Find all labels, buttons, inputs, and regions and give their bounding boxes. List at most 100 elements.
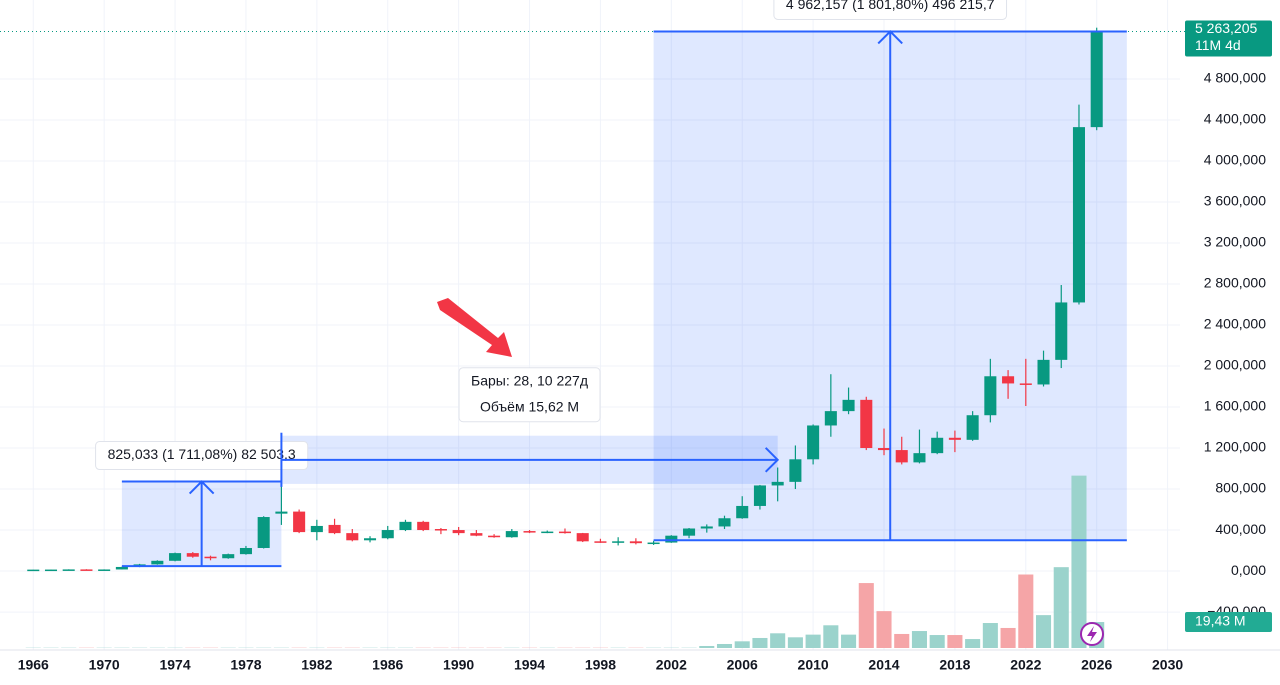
pointer-arrow bbox=[437, 298, 512, 357]
candle-body bbox=[665, 535, 678, 543]
candle-body bbox=[612, 541, 625, 543]
candle-body bbox=[62, 569, 75, 571]
candle-body bbox=[80, 569, 93, 571]
x-tick-label: 1982 bbox=[301, 657, 332, 673]
candle-body bbox=[558, 531, 572, 534]
candle-body bbox=[363, 538, 377, 541]
candle-body bbox=[27, 569, 40, 572]
candle-body bbox=[576, 533, 589, 542]
y-tick-label: 400,000 bbox=[1215, 521, 1266, 537]
candle-body bbox=[169, 553, 182, 561]
candle-body bbox=[328, 524, 341, 534]
candle-body bbox=[204, 556, 217, 559]
candle-body bbox=[789, 459, 802, 482]
volume-bar bbox=[699, 645, 715, 648]
candle-body bbox=[1055, 302, 1068, 360]
candle-body bbox=[239, 547, 252, 555]
volume-bar bbox=[876, 611, 892, 648]
candle-body bbox=[505, 531, 518, 538]
measure-arrow-head bbox=[188, 480, 215, 495]
y-tick-label: 4 800,000 bbox=[1204, 70, 1266, 86]
last-volume-label: 19,43 M bbox=[1195, 613, 1246, 629]
x-tick-label: 2010 bbox=[798, 657, 829, 673]
measure-label: 4 962,157 (1 801,80%) 496 215,7 bbox=[773, 0, 1008, 20]
candle-body bbox=[860, 399, 873, 449]
candle-body bbox=[736, 505, 749, 519]
candle-body bbox=[417, 521, 430, 531]
candle-body bbox=[488, 535, 501, 538]
candle-body bbox=[1037, 359, 1050, 385]
x-tick-label: 2002 bbox=[656, 657, 687, 673]
candle-body bbox=[913, 453, 926, 463]
candle-body bbox=[470, 533, 483, 536]
candle-body bbox=[434, 529, 447, 531]
label-text: Бары: 28, 10 227д bbox=[471, 372, 588, 388]
candle-body bbox=[399, 521, 412, 531]
y-tick-label: 4 000,000 bbox=[1204, 152, 1266, 168]
candle-body bbox=[293, 511, 306, 533]
label-text: 4 962,157 (1 801,80%) 496 215,7 bbox=[786, 0, 995, 12]
candle-body bbox=[151, 560, 164, 565]
candle-body bbox=[771, 481, 784, 486]
volume-bar bbox=[1053, 567, 1069, 648]
y-tick-label: 3 600,000 bbox=[1204, 193, 1266, 209]
last-price-label: 5 263,205 bbox=[1195, 20, 1257, 36]
y-tick-label: 2 800,000 bbox=[1204, 275, 1266, 291]
candle-body bbox=[523, 531, 536, 533]
y-tick-label: 3 200,000 bbox=[1204, 234, 1266, 250]
volume-bar bbox=[911, 631, 927, 648]
candle-body bbox=[877, 448, 891, 451]
volume-bar bbox=[823, 625, 839, 648]
x-tick-label: 2014 bbox=[868, 657, 899, 673]
candle-body bbox=[948, 437, 961, 440]
volume-bar bbox=[841, 634, 857, 648]
last-volume-badge bbox=[1185, 612, 1272, 633]
volume-bar bbox=[982, 623, 998, 648]
candle-body bbox=[718, 518, 731, 527]
volume-bar bbox=[734, 641, 750, 648]
last-price-badge bbox=[1185, 20, 1272, 57]
volume-bar bbox=[894, 633, 910, 648]
candle-body bbox=[275, 511, 288, 514]
candle-body bbox=[257, 517, 270, 548]
measure-label: Бары: 28, 10 227д Объём 15,62 M bbox=[458, 367, 601, 423]
volume-bar bbox=[1035, 615, 1052, 648]
volume-bar bbox=[929, 635, 945, 648]
x-tick-label: 2022 bbox=[1010, 657, 1041, 673]
label-background bbox=[773, 0, 1008, 20]
candle-body bbox=[807, 425, 820, 460]
candle-body bbox=[1090, 31, 1103, 128]
icon-bolt[interactable] bbox=[1087, 626, 1097, 642]
y-tick-label: 800,000 bbox=[1215, 480, 1266, 496]
volume-bar bbox=[1018, 574, 1034, 648]
candle-body bbox=[44, 569, 58, 572]
volume-bar bbox=[752, 637, 768, 648]
label-background bbox=[458, 367, 601, 423]
candle-body bbox=[753, 485, 766, 506]
y-tick-label: 2 000,000 bbox=[1204, 357, 1266, 373]
date-range-arrow-head bbox=[764, 447, 780, 473]
x-tick-label: 1990 bbox=[443, 657, 474, 673]
candle-body bbox=[629, 541, 642, 544]
candle-body bbox=[700, 526, 713, 529]
candle-body bbox=[310, 525, 323, 533]
candle-body bbox=[647, 542, 660, 545]
x-tick-label: 1970 bbox=[89, 657, 120, 673]
volume-bar bbox=[858, 583, 874, 648]
y-tick-label: 2 400,000 bbox=[1204, 316, 1266, 332]
volume-bar bbox=[1071, 475, 1087, 648]
y-tick-label: 1 600,000 bbox=[1204, 398, 1266, 414]
x-tick-label: 1974 bbox=[159, 657, 190, 673]
x-tick-label: 1966 bbox=[18, 657, 49, 673]
candle-body bbox=[541, 531, 554, 534]
label-background bbox=[95, 441, 309, 471]
grid bbox=[0, 0, 1180, 650]
label-text: 825,033 (1 711,08%) 82 503,3 bbox=[108, 446, 296, 462]
x-tick-label: 1994 bbox=[514, 657, 545, 673]
lightning-icon[interactable] bbox=[1080, 622, 1104, 646]
volume-bar bbox=[1000, 627, 1016, 648]
volume-bar bbox=[787, 637, 803, 648]
candle-body bbox=[842, 399, 855, 412]
x-tick-label: 2026 bbox=[1081, 657, 1112, 673]
